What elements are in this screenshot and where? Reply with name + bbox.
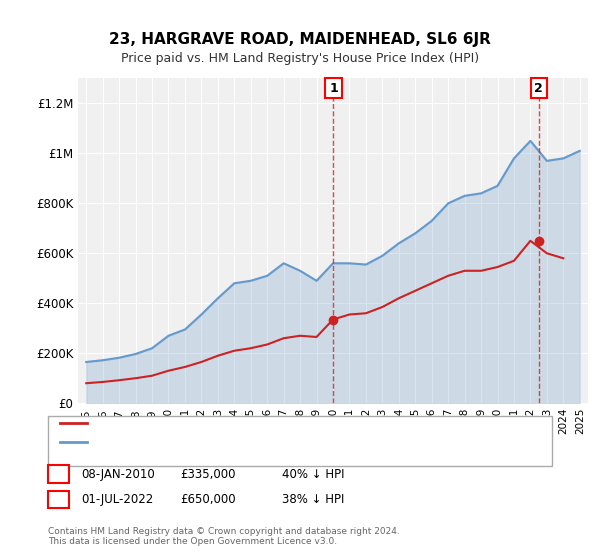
Text: 2: 2 [534, 82, 543, 95]
Text: 1: 1 [329, 82, 338, 95]
Text: £335,000: £335,000 [180, 468, 235, 481]
Text: Contains HM Land Registry data © Crown copyright and database right 2024.
This d: Contains HM Land Registry data © Crown c… [48, 526, 400, 546]
Text: 40% ↓ HPI: 40% ↓ HPI [282, 468, 344, 481]
Text: 38% ↓ HPI: 38% ↓ HPI [282, 493, 344, 506]
Text: Price paid vs. HM Land Registry's House Price Index (HPI): Price paid vs. HM Land Registry's House … [121, 52, 479, 66]
Text: 2: 2 [54, 493, 62, 506]
Text: £650,000: £650,000 [180, 493, 236, 506]
Text: 1: 1 [54, 468, 62, 481]
Text: HPI: Average price, detached house, Windsor and Maidenhead: HPI: Average price, detached house, Wind… [90, 437, 415, 447]
Text: 23, HARGRAVE ROAD, MAIDENHEAD, SL6 6JR (detached house): 23, HARGRAVE ROAD, MAIDENHEAD, SL6 6JR (… [90, 418, 418, 428]
Text: 01-JUL-2022: 01-JUL-2022 [81, 493, 153, 506]
Text: 23, HARGRAVE ROAD, MAIDENHEAD, SL6 6JR: 23, HARGRAVE ROAD, MAIDENHEAD, SL6 6JR [109, 32, 491, 46]
Text: 08-JAN-2010: 08-JAN-2010 [81, 468, 155, 481]
